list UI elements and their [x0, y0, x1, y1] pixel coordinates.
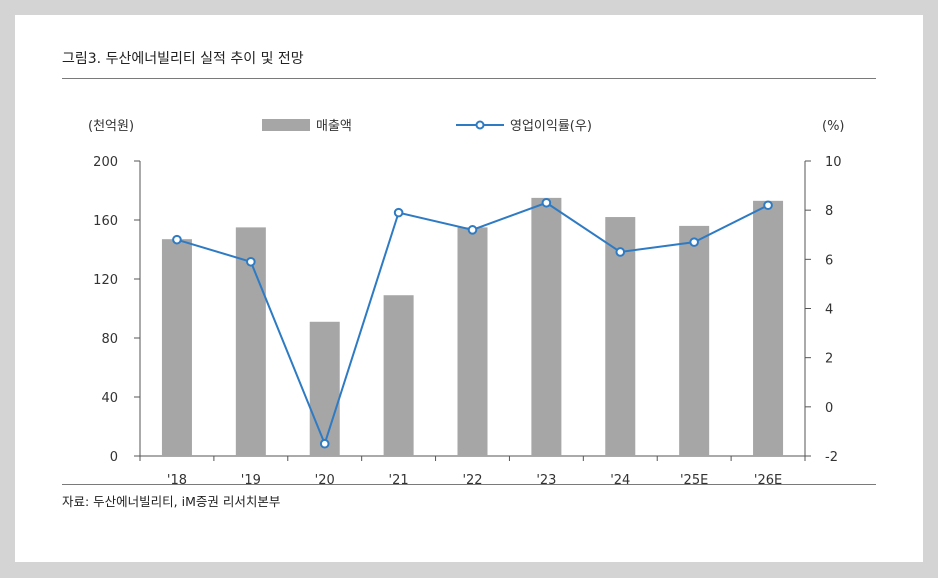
figure-title: 그림3. 두산에너빌리티 실적 추이 및 전망: [62, 51, 304, 67]
right-tick-label: 0: [825, 401, 833, 416]
legend-line-label: 영업이익률(우): [510, 119, 592, 134]
bar-24: [605, 217, 636, 456]
x-tick-label: '23: [536, 473, 556, 488]
margin-point-22: [467, 225, 478, 235]
bar-21: [383, 295, 414, 456]
left-tick-label: 120: [93, 273, 118, 288]
left-axis-unit: (천억원): [88, 119, 134, 134]
x-tick-label: '20: [315, 473, 335, 488]
margin-point-20: [319, 438, 330, 449]
right-tick-label: 4: [825, 303, 833, 318]
left-tick-label: 160: [93, 214, 118, 229]
legend: 매출액 영업이익률(우): [262, 119, 592, 134]
right-tick-label: 2: [825, 352, 833, 367]
margin-point-24: [615, 247, 626, 257]
bar-20: [309, 321, 340, 456]
x-tick-label: '24: [610, 473, 630, 488]
bar-26E: [753, 200, 784, 456]
legend-bar-swatch: [262, 119, 310, 131]
left-tick-label: 80: [101, 332, 118, 347]
line-series: [172, 197, 773, 449]
bar-series: [161, 197, 784, 456]
right-tick-label: 6: [825, 253, 833, 268]
x-tick-label: '26E: [754, 473, 782, 488]
right-tick-label: -2: [825, 450, 838, 465]
margin-point-26E: [763, 200, 773, 211]
margin-point-23: [541, 197, 552, 208]
margin-point-21: [393, 207, 404, 218]
left-tick-label: 40: [101, 391, 118, 406]
bar-23: [531, 197, 562, 456]
bar-25E: [679, 225, 710, 456]
x-tick-label: '18: [167, 473, 187, 488]
left-tick-label: 0: [110, 450, 118, 465]
bar-18: [161, 239, 192, 456]
legend-line-marker: [475, 120, 485, 130]
x-tick-label: '21: [389, 473, 409, 488]
right-tick-label: 8: [825, 204, 833, 219]
x-tick-label: '25E: [680, 473, 708, 488]
right-axis-unit: (%): [822, 119, 845, 134]
right-tick-label: 10: [825, 155, 842, 170]
margin-point-25E: [689, 237, 699, 247]
x-tick-label: '22: [462, 473, 482, 488]
bar-22: [457, 227, 488, 456]
x-tick-label: '19: [241, 473, 261, 488]
left-tick-label: 200: [93, 155, 118, 170]
legend-bar-label: 매출액: [316, 119, 352, 134]
margin-point-19: [246, 256, 256, 267]
margin-point-18: [172, 234, 182, 245]
source-rule: [62, 484, 876, 485]
title-rule: [62, 78, 876, 79]
source-note: 자료: 두산에너빌리티, iM증권 리서치본부: [62, 494, 281, 509]
